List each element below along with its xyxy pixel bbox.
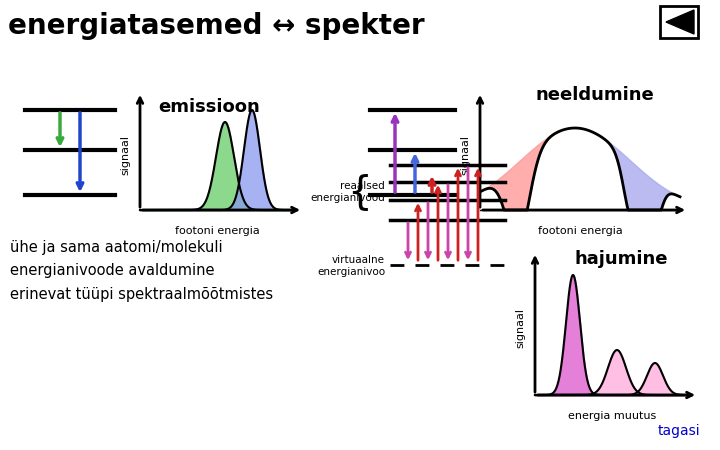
Text: signaal: signaal: [515, 307, 525, 347]
Text: {: {: [347, 173, 372, 211]
Text: tagasi: tagasi: [657, 424, 700, 438]
Text: emissioon: emissioon: [158, 98, 260, 116]
Text: signaal: signaal: [460, 135, 470, 175]
Text: reaalsed
energianivood: reaalsed energianivood: [310, 181, 385, 203]
Text: hajumine: hajumine: [575, 250, 668, 268]
Text: virtuaalne
energianivoo: virtuaalne energianivoo: [317, 256, 385, 277]
Polygon shape: [666, 10, 694, 34]
Bar: [660, 6, 698, 38]
Text: footoni energia: footoni energia: [538, 226, 622, 236]
Text: energiatasemed ↔ spekter: energiatasemed ↔ spekter: [8, 12, 425, 40]
Text: neeldumine: neeldumine: [536, 86, 654, 104]
Text: ühe ja sama aatomi/molekuli
energianivoode avaldumine
erinevat tüüpi spektraalmõ: ühe ja sama aatomi/molekuli energianivoo…: [10, 240, 273, 302]
Text: energia muutus: energia muutus: [568, 411, 657, 421]
Text: signaal: signaal: [120, 135, 130, 175]
Text: footoni energia: footoni energia: [175, 226, 260, 236]
